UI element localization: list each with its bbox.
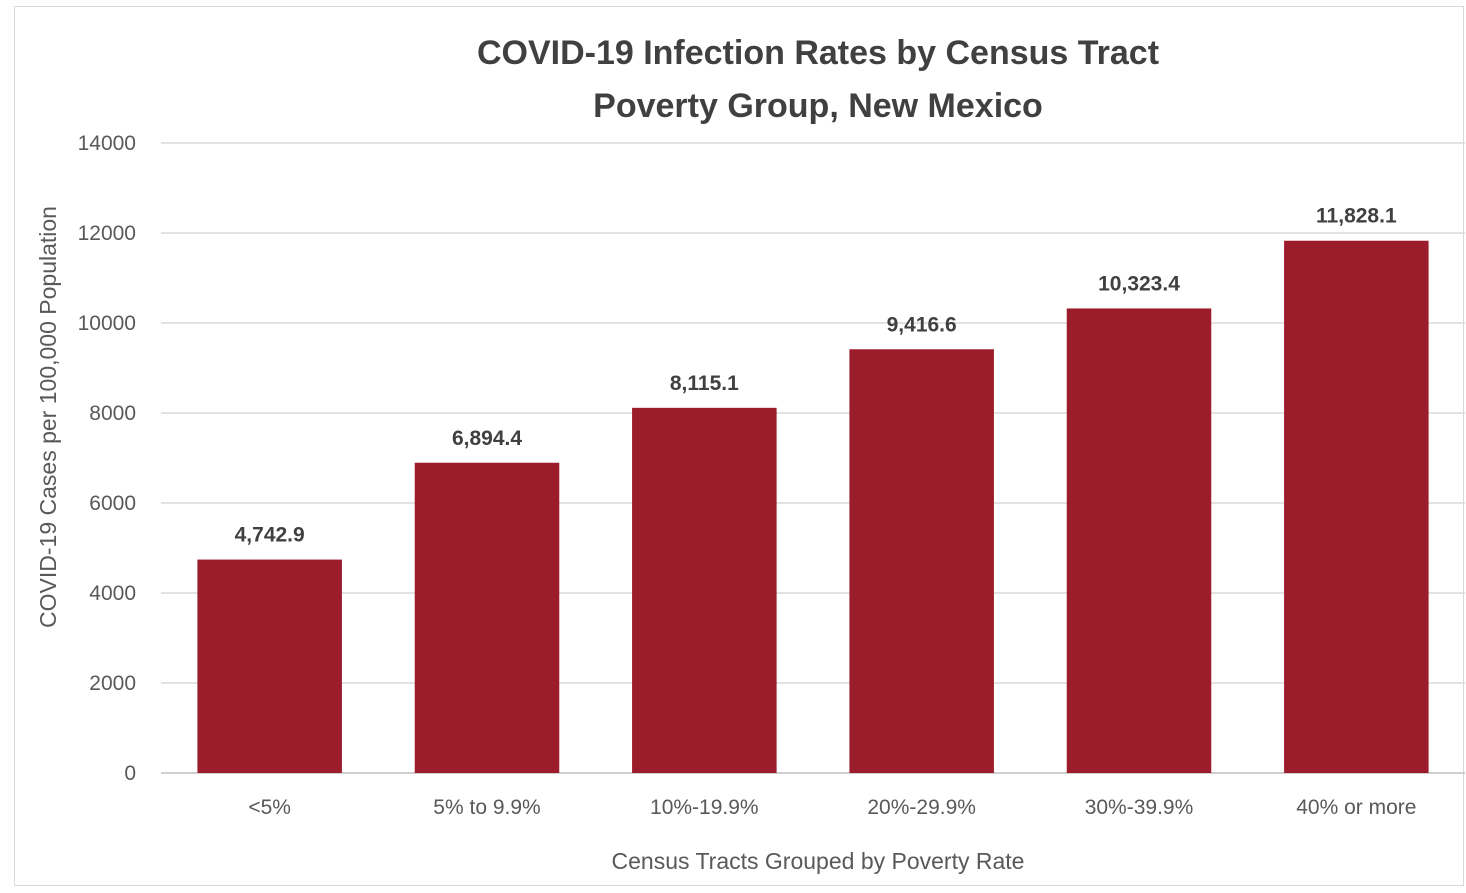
data-label: 8,115.1 — [670, 372, 739, 395]
y-axis-ticks: 0 2000 4000 6000 8000 10000 12000 14000 — [78, 132, 136, 785]
chart-title-line-2: Poverty Group, New Mexico — [593, 87, 1043, 125]
chart-frame: COVID-19 Infection Rates by Census Tract… — [14, 6, 1465, 886]
y-tick-label: 8000 — [89, 402, 136, 425]
bar — [632, 407, 777, 773]
bar — [197, 559, 342, 773]
data-label: 11,828.1 — [1316, 205, 1397, 228]
data-label: 10,323.4 — [1098, 272, 1180, 295]
category-label: 40% or more — [1296, 796, 1416, 819]
data-labels: 4,742.9 6,894.4 8,115.1 9,416.6 10,323.4 11,8… — [235, 205, 1397, 547]
y-tick-label: 12000 — [78, 222, 136, 245]
x-axis-title: Census Tracts Grouped by Poverty Rate — [612, 848, 1025, 874]
category-label: 20%-29.9% — [867, 796, 976, 819]
y-tick-label: 6000 — [89, 492, 136, 515]
chart-title-line-1: COVID-19 Infection Rates by Census Tract — [477, 34, 1159, 72]
y-tick-label: 14000 — [78, 132, 136, 155]
x-axis-categories: <5% 5% to 9.9% 10%-19.9% 20%-29.9% 30%-39.9%… — [248, 796, 1416, 819]
gridlines — [161, 142, 1465, 774]
y-tick-label: 2000 — [89, 672, 136, 695]
data-label: 4,742.9 — [235, 524, 305, 547]
data-label: 6,894.4 — [452, 427, 522, 450]
data-label: 9,416.6 — [887, 313, 957, 336]
y-tick-label: 0 — [124, 762, 136, 785]
category-label: 5% to 9.9% — [433, 796, 540, 819]
bars — [197, 240, 1429, 774]
category-label: 10%-19.9% — [650, 796, 759, 819]
bar — [849, 349, 994, 773]
y-tick-label: 10000 — [78, 312, 136, 335]
y-tick-label: 4000 — [89, 582, 136, 605]
bar — [1284, 240, 1429, 774]
bar — [1066, 308, 1212, 773]
bar-chart: COVID-19 Infection Rates by Census Tract… — [35, 34, 1465, 874]
category-label: 30%-39.9% — [1085, 796, 1194, 819]
y-axis-title: COVID-19 Cases per 100,000 Population — [35, 206, 61, 628]
category-label: <5% — [248, 796, 291, 819]
bar — [414, 462, 560, 773]
